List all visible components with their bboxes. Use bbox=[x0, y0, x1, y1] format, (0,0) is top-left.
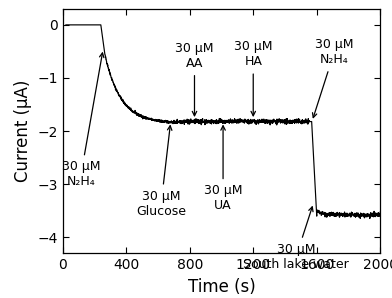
Text: 30 μM
N₂H₄: 30 μM N₂H₄ bbox=[62, 53, 104, 188]
Text: 30 μM
AA: 30 μM AA bbox=[175, 42, 214, 116]
Text: 30 μM
UA: 30 μM UA bbox=[204, 126, 242, 212]
Text: 30 μM
N₂H₄: 30 μM N₂H₄ bbox=[312, 38, 354, 118]
Text: 30 μM
South lake water: 30 μM South lake water bbox=[243, 207, 349, 271]
X-axis label: Time (s): Time (s) bbox=[188, 278, 255, 296]
Text: 30 μM
HA: 30 μM HA bbox=[234, 41, 272, 116]
Y-axis label: Current (μA): Current (μA) bbox=[14, 80, 32, 182]
Text: 30 μM
Glucose: 30 μM Glucose bbox=[136, 126, 186, 218]
